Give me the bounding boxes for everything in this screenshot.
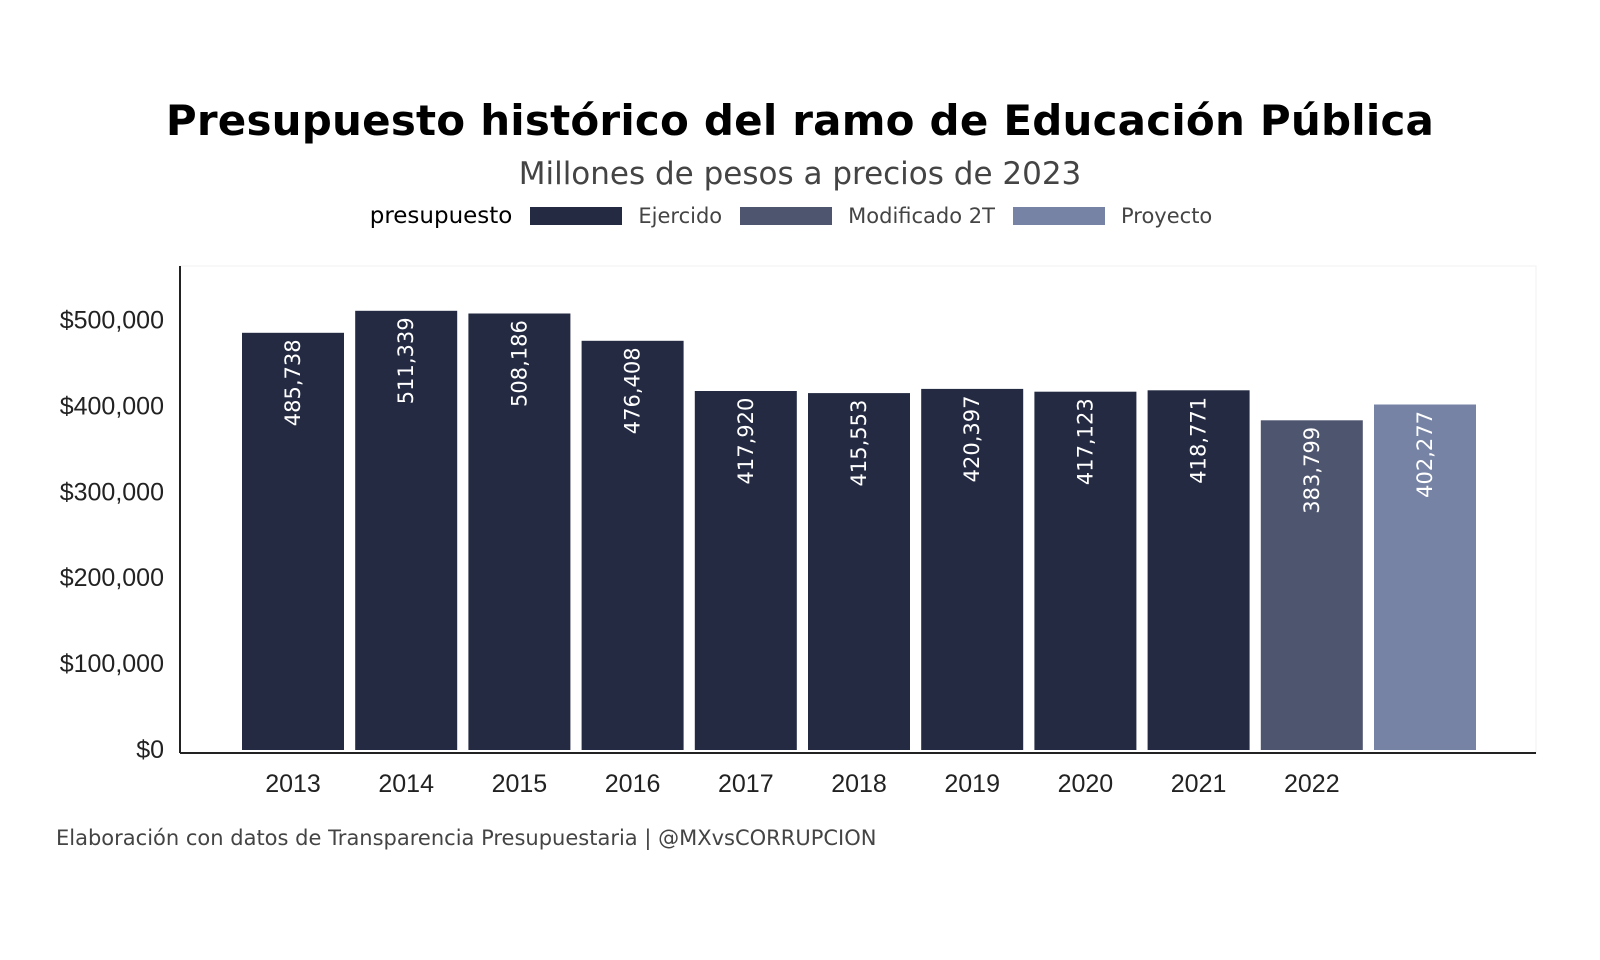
bar-2014 <box>355 310 458 750</box>
bar-labels-group: 485,738 511,339 508,186 476,408 417,920 415,5… <box>281 317 1437 513</box>
bar-value-label: 511,339 <box>394 317 418 404</box>
bar-value-label: 476,408 <box>621 347 645 434</box>
bar-proyecto <box>1374 404 1476 750</box>
x-tick-label: 2017 <box>718 770 774 798</box>
legend-swatch-modificado <box>740 207 833 225</box>
bar-value-label: 417,920 <box>734 398 758 485</box>
x-tick-label: 2022 <box>1284 770 1340 798</box>
bar-2020 <box>1034 391 1137 750</box>
y-tick-label: $300,000 <box>60 478 164 506</box>
legend-item-ejercido: Ejercido <box>530 204 722 228</box>
bar-2015 <box>468 313 571 750</box>
x-tick-label: 2020 <box>1058 770 1114 798</box>
legend-label-ejercido: Ejercido <box>638 204 723 228</box>
bar-value-label: 402,277 <box>1413 411 1437 498</box>
chart-title: Presupuesto histórico del ramo de Educac… <box>165 96 1435 145</box>
y-tick-label: $0 <box>136 736 164 764</box>
x-tick-label: 2019 <box>944 770 1000 798</box>
bar-2018 <box>808 393 910 750</box>
bar-value-label: 508,186 <box>507 320 531 407</box>
x-tick-label: 2016 <box>605 770 661 798</box>
legend-label-modificado: Modificado 2T <box>848 204 995 228</box>
legend-title: presupuesto <box>369 203 513 229</box>
legend-item-modificado: Modificado 2T <box>740 204 995 228</box>
legend-item-proyecto: Proyecto <box>1012 204 1213 228</box>
bar-value-label: 417,123 <box>1073 398 1097 485</box>
y-tick-label: $400,000 <box>60 392 164 420</box>
bar-value-label: 485,738 <box>281 339 305 426</box>
y-tick-label: $100,000 <box>60 650 164 678</box>
bar-value-label: 418,771 <box>1187 397 1211 484</box>
bar-2021 <box>1147 390 1250 750</box>
x-tick-label: 2021 <box>1171 770 1227 798</box>
legend-label-proyecto: Proyecto <box>1120 204 1213 228</box>
legend: presupuesto Ejercido Modificado 2T Proye… <box>0 203 1600 229</box>
x-axis-ticks: 2013 2014 2015 2016 2017 2018 2019 2020 2021 2022 <box>265 770 1339 798</box>
bar-value-label: 415,553 <box>847 400 871 487</box>
x-tick-label: 2015 <box>492 770 548 798</box>
legend-swatch-ejercido <box>530 207 623 225</box>
bars-group <box>242 310 1476 750</box>
y-tick-label: $200,000 <box>60 564 164 592</box>
source-caption: Elaboración con datos de Transparencia P… <box>56 826 877 850</box>
bar-2019 <box>921 388 1024 750</box>
bar-2016 <box>581 340 684 750</box>
legend-swatch-proyecto <box>1012 207 1105 225</box>
chart-subtitle: Millones de pesos a precios de 2023 <box>518 156 1082 192</box>
bar-2017 <box>694 391 797 750</box>
bar-value-label: 383,799 <box>1300 427 1324 514</box>
bar-value-label: 420,397 <box>960 395 984 482</box>
bar-2013 <box>242 332 344 750</box>
y-axis-ticks: $0 $100,000 $200,000 $300,000 $400,000 $500,0… <box>60 307 164 764</box>
bar-2022 <box>1260 420 1363 750</box>
y-tick-label: $500,000 <box>60 307 164 335</box>
x-tick-label: 2018 <box>831 770 887 798</box>
x-tick-label: 2013 <box>265 770 321 798</box>
x-tick-label: 2014 <box>378 770 434 798</box>
